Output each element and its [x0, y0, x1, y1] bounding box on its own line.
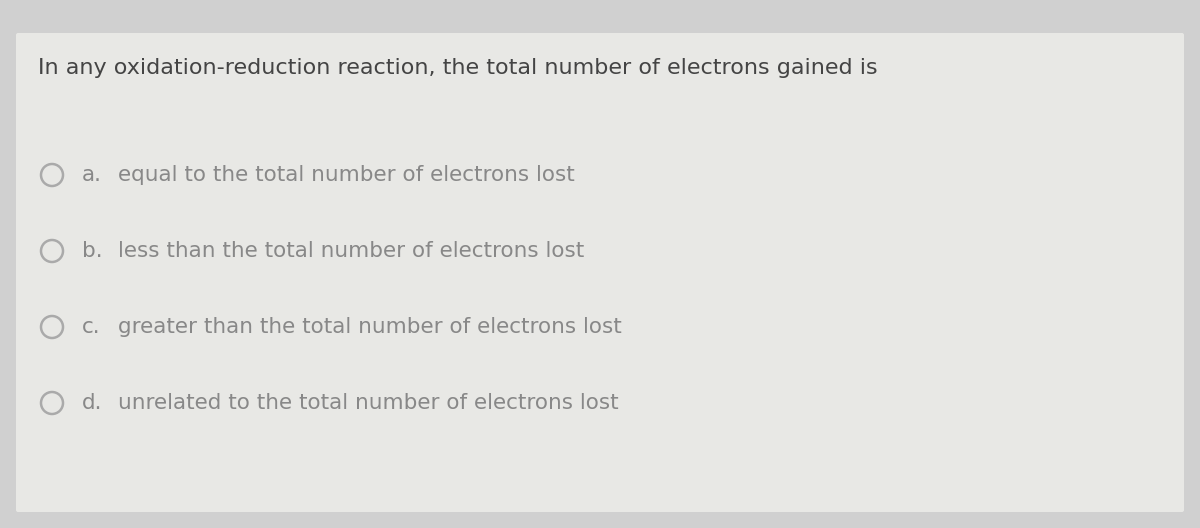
Text: In any oxidation-reduction reaction, the total number of electrons gained is: In any oxidation-reduction reaction, the…: [38, 58, 877, 78]
Text: unrelated to the total number of electrons lost: unrelated to the total number of electro…: [118, 393, 619, 413]
Text: a.: a.: [82, 165, 102, 185]
Text: b.: b.: [82, 241, 103, 261]
Text: less than the total number of electrons lost: less than the total number of electrons …: [118, 241, 584, 261]
Text: c.: c.: [82, 317, 101, 337]
Text: equal to the total number of electrons lost: equal to the total number of electrons l…: [118, 165, 575, 185]
FancyBboxPatch shape: [16, 33, 1184, 512]
Text: greater than the total number of electrons lost: greater than the total number of electro…: [118, 317, 622, 337]
Text: d.: d.: [82, 393, 102, 413]
